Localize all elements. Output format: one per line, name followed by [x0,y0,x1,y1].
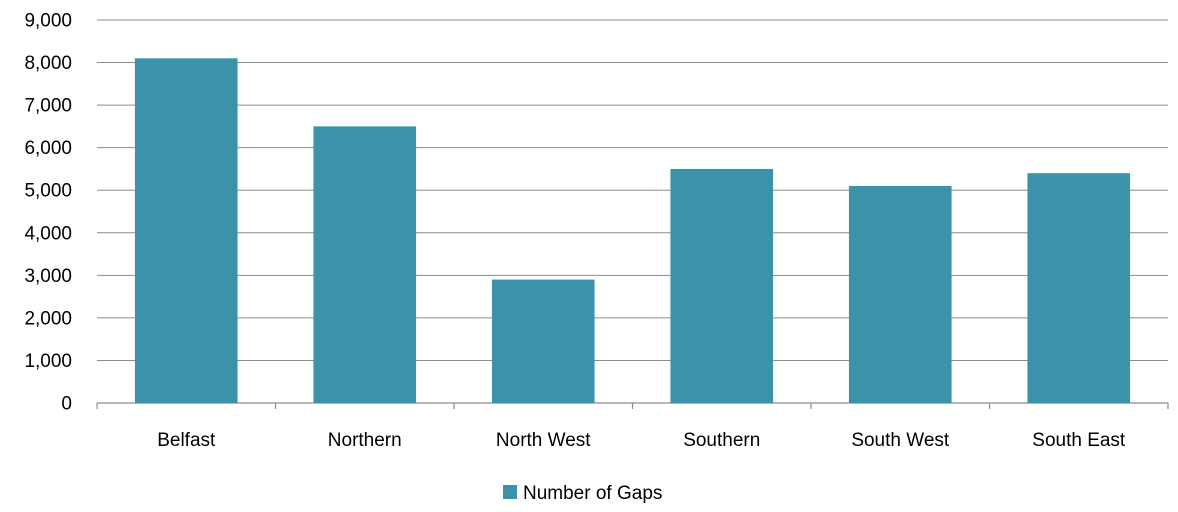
x-category-label-north-west: North West [496,430,591,451]
bar-south-west [849,186,952,403]
x-category-label-southern: Southern [683,430,760,451]
y-axis-tick-labels: 0 1,000 2,000 3,000 4,000 5,000 6,000 7,000 8,00… [24,11,72,415]
bar-north-west [492,280,595,403]
bar-southern [670,169,773,403]
y-tick-label: 7,000 [24,96,72,117]
y-tick-label: 1,000 [24,351,72,372]
y-tick-label: 0 [61,394,72,415]
y-tick-label: 6,000 [24,138,72,159]
bar-south-east [1027,173,1130,403]
legend-swatch-number-of-gaps [503,485,517,499]
x-axis-category-labels: Belfast Northern North West Southern South W… [157,430,1126,451]
x-category-label-south-east: South East [1032,430,1126,451]
y-tick-label: 8,000 [24,53,72,74]
y-tick-label: 5,000 [24,181,72,202]
y-tick-label: 2,000 [24,308,72,329]
legend: Number of Gaps [503,483,662,504]
gridlines [97,20,1168,409]
bar-belfast [135,58,238,403]
bars [135,58,1130,403]
bar-northern [313,126,416,403]
x-category-label-belfast: Belfast [157,430,216,451]
y-tick-label: 9,000 [24,11,72,32]
x-category-label-northern: Northern [328,430,402,451]
y-tick-label: 3,000 [24,266,72,287]
y-tick-label: 4,000 [24,223,72,244]
x-category-label-south-west: South West [851,430,950,451]
legend-label-number-of-gaps: Number of Gaps [523,483,662,504]
